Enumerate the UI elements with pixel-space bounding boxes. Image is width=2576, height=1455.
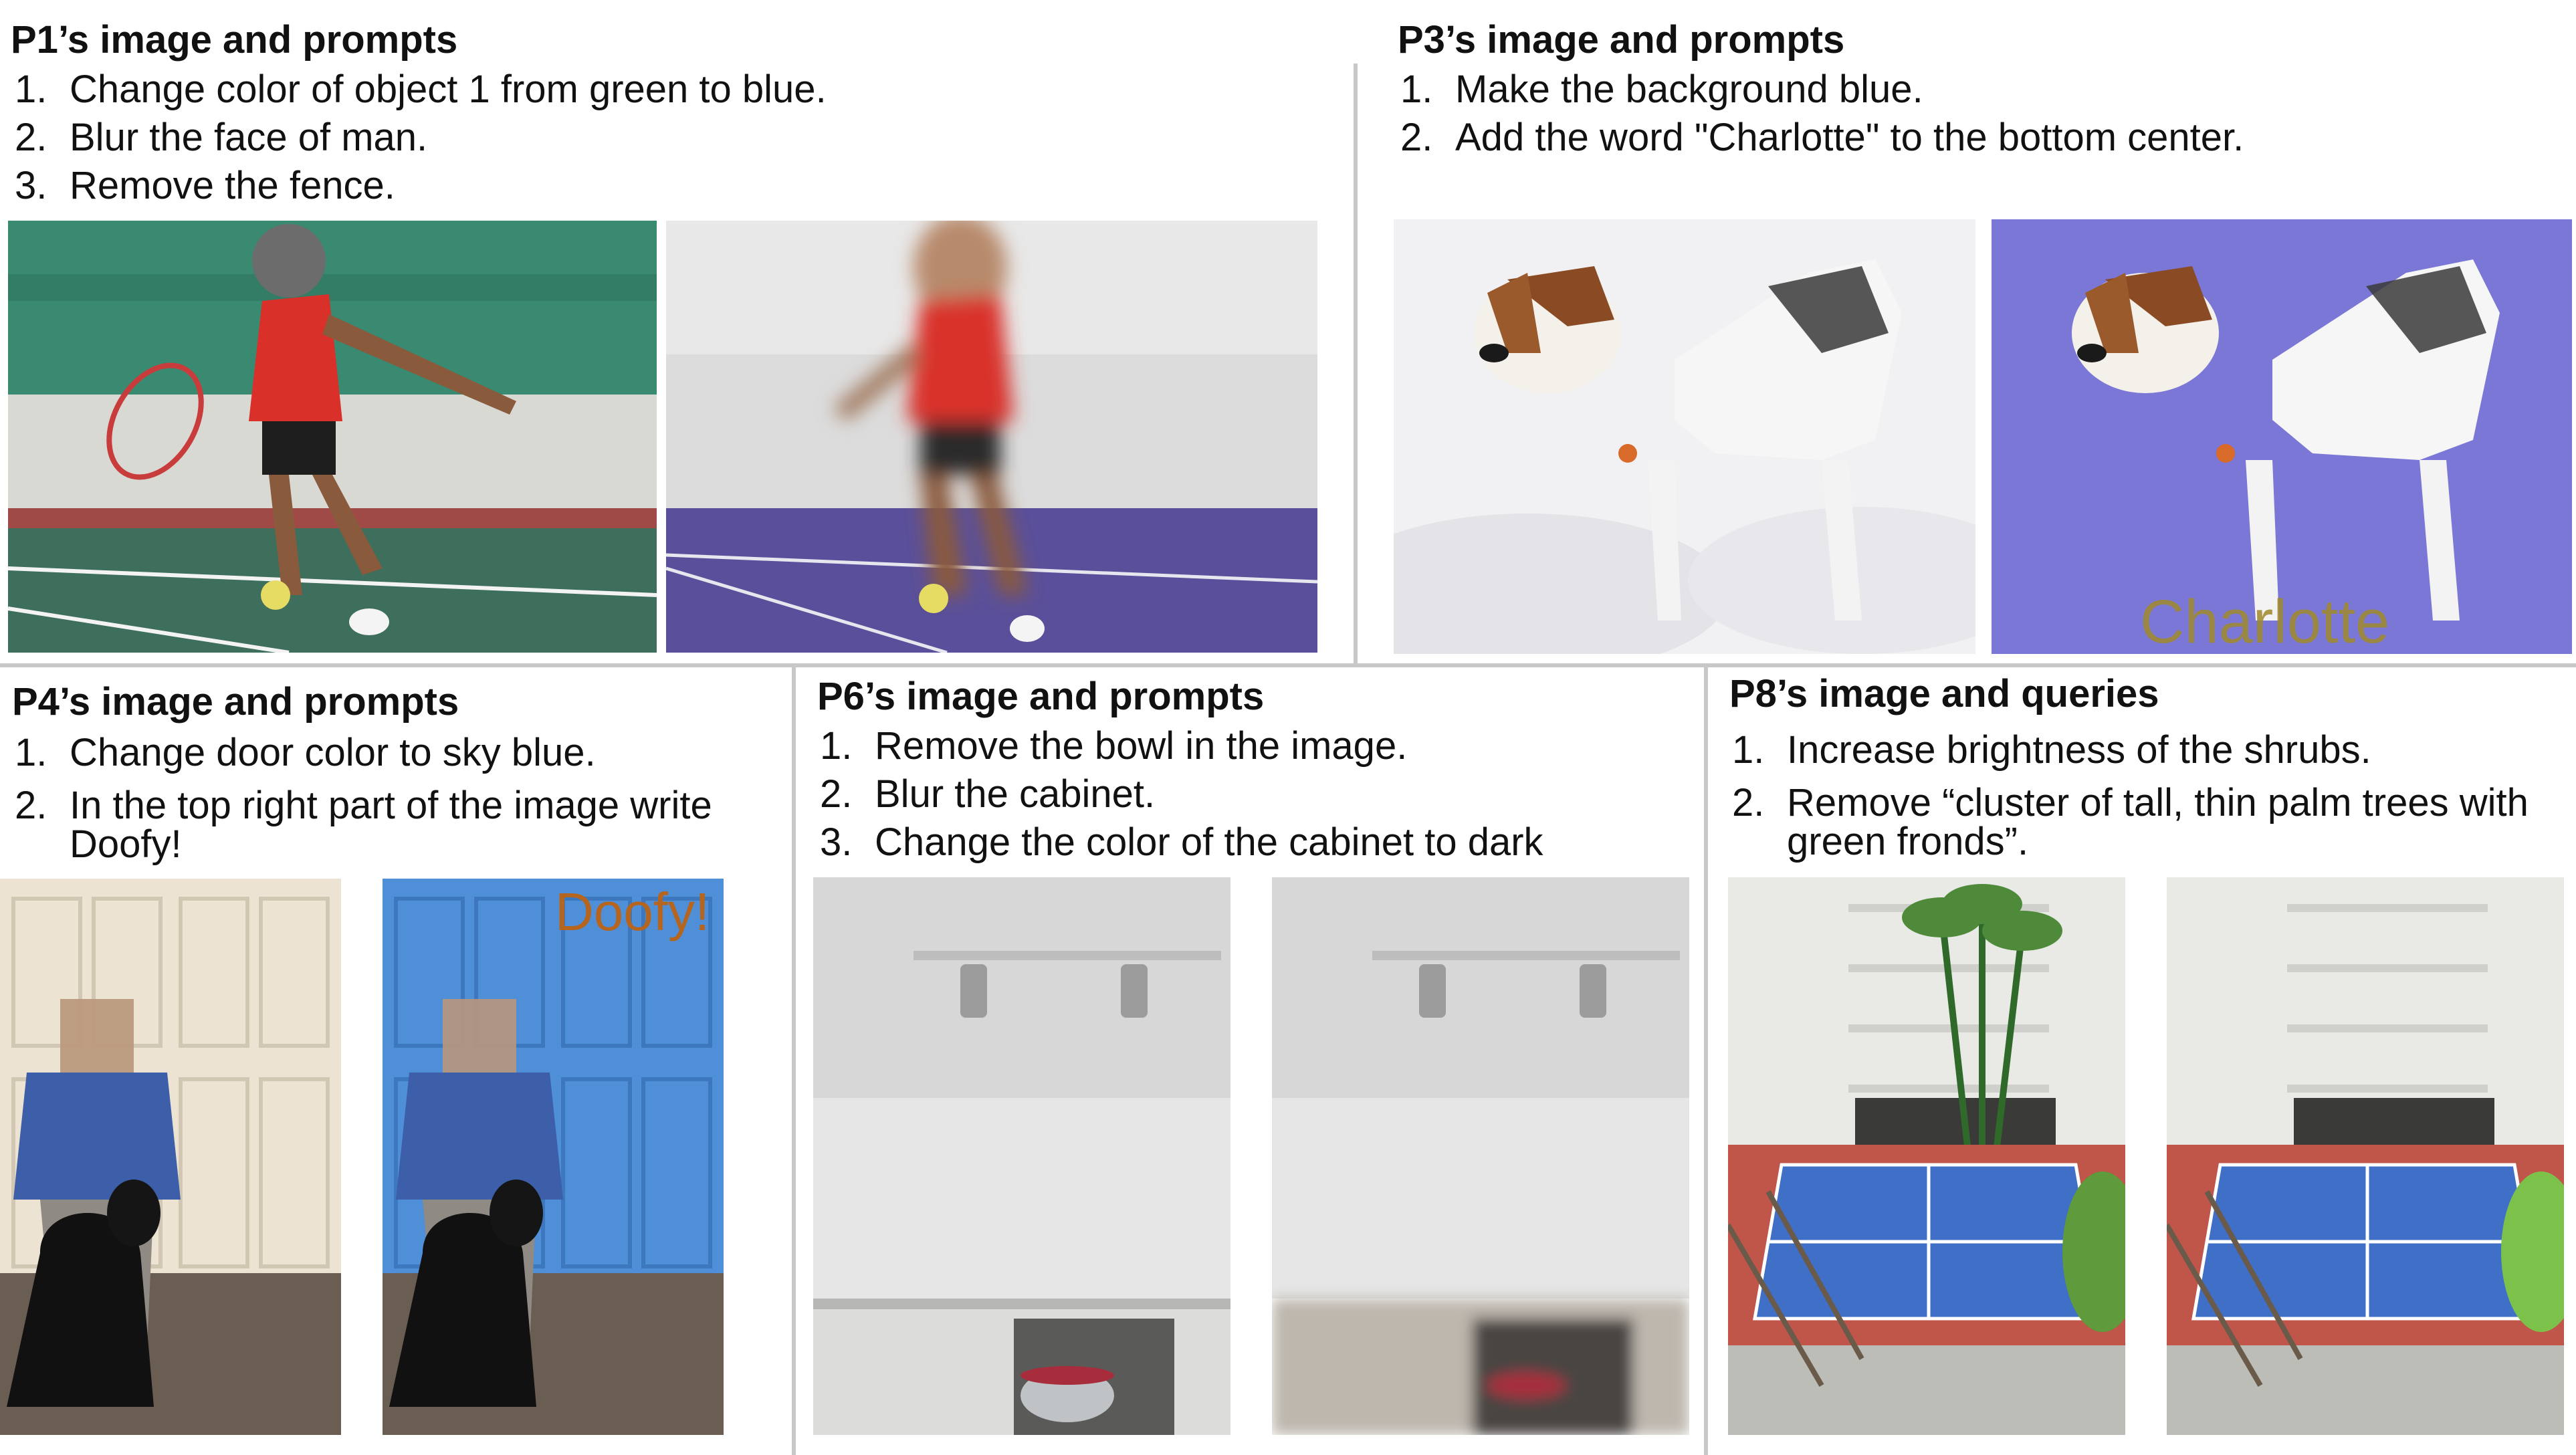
prompt-item: 1. Remove the bowl in the image. [820,724,1408,768]
prompt-item: 2. Add the word "Charlotte" to the bottom… [1400,116,2244,159]
prompt-item: 2. Blur the cabinet. [820,772,1156,816]
prompt-item: 2. In the top right part of the image wri… [15,784,712,866]
panel-title: P3’s image and prompts [1398,18,1845,62]
prompt-item: 2. Remove “cluster of tall, thin palm tre… [1732,781,2529,863]
prompt-list: 1. Increase brightness of the shrubs. 2. R… [1732,726,2568,861]
prompt-item: 3. Change the color of the cabinet to dar… [820,820,1543,864]
prompt-list: 1. Change color of object 1 from green to… [15,66,1325,210]
edited-image [2167,877,2564,1435]
prompt-list: 1. Make the background blue. 2. Add the wo… [1400,66,2564,162]
panel-divider [792,667,796,1455]
prompt-item: 1. Change color of object 1 from green to… [15,68,827,111]
panel-title: P6’s image and prompts [817,675,1265,718]
edited-image [666,221,1317,653]
prompt-item: 2. Blur the face of man. [15,116,428,159]
prompt-list: 1. Change door color to sky blue. 2. In th… [15,729,770,864]
prompt-item: 1. Change door color to sky blue. [15,731,596,774]
overlay-text: Doofy! [555,882,710,941]
edited-image: Charlotte [1992,219,2572,654]
prompt-list: 1. Remove the bowl in the image. 2. Blur t… [820,722,1696,867]
original-image [1394,219,1975,654]
original-image [8,221,657,653]
original-image [1728,877,2125,1435]
edited-image: Doofy! [383,879,724,1435]
panel-title: P1’s image and prompts [11,18,458,62]
original-image [0,879,341,1435]
original-image [813,877,1230,1435]
panel-divider [1704,667,1708,1455]
panel-divider [1354,64,1358,665]
prompt-item: 1. Make the background blue. [1400,68,1923,111]
panel-title: P4’s image and prompts [12,680,459,723]
prompt-item: 3. Remove the fence. [15,164,395,207]
row-divider [0,663,2576,667]
prompt-item: 1. Increase brightness of the shrubs. [1732,728,2371,772]
panel-title: P8’s image and queries [1729,672,2159,715]
edited-image [1272,877,1689,1435]
overlay-text: Charlotte [2140,588,2390,654]
